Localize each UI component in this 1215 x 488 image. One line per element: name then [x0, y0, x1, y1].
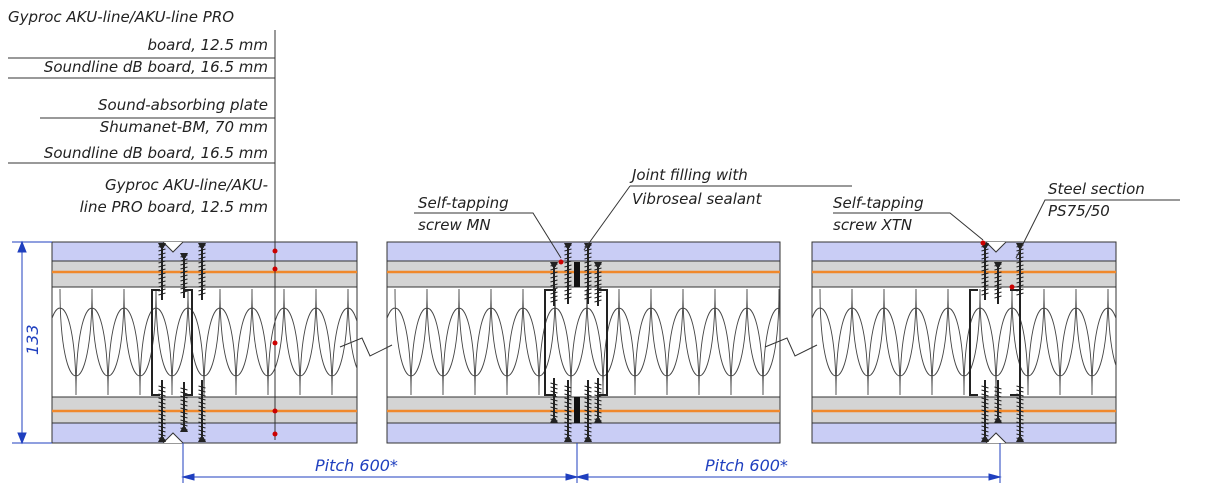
- layer-markers: [272, 240, 1015, 437]
- callout-steel-line2: PS75/50: [1048, 202, 1110, 220]
- screw: [994, 380, 1002, 423]
- screw: [981, 380, 989, 442]
- steel-stud-right: [969, 289, 1021, 396]
- callout-joint-line1: Joint filling with: [629, 166, 748, 184]
- layer-label-8: line PRO board, 12.5 mm: [80, 198, 268, 216]
- callout-joint-line2: Vibroseal sealant: [632, 190, 763, 208]
- wall-panel-right: [811, 241, 1117, 444]
- screw: [180, 253, 188, 298]
- board-joint-groove: [985, 432, 1007, 444]
- screw: [584, 380, 592, 442]
- sealant-joint-top: [574, 262, 580, 287]
- pitch-dimension: [181, 443, 1002, 483]
- layer-label-lines: [8, 57, 275, 164]
- screw: [1016, 380, 1024, 442]
- layer-label-5: Shumanet-BM, 70 mm: [100, 118, 268, 136]
- break-line-left: [339, 337, 393, 357]
- screw: [994, 262, 1002, 304]
- screw: [180, 382, 188, 432]
- insulation-wool: [387, 288, 780, 396]
- board-joint-groove: [985, 241, 1007, 253]
- callout-steel-line1: Steel section: [1048, 180, 1145, 198]
- screw: [198, 243, 206, 300]
- board-joint-groove: [162, 241, 184, 253]
- screw: [198, 380, 206, 442]
- screw: [158, 380, 166, 442]
- thickness-dimension: [12, 240, 52, 445]
- steel-stud-left: [151, 289, 193, 396]
- screw: [594, 262, 602, 306]
- screw: [550, 378, 558, 423]
- insulation-wool-loop: [387, 288, 780, 396]
- callout-screw-xtn-line1: Self-tapping: [833, 194, 924, 212]
- layer-label-7: Gyproc AKU-line/AKU-: [105, 176, 268, 194]
- screw: [158, 243, 166, 300]
- callout-screw-mn-line2: screw MN: [418, 216, 491, 234]
- board-joint-groove: [162, 432, 184, 444]
- screw: [584, 243, 592, 304]
- screw: [594, 378, 602, 423]
- thickness-value: 133: [23, 324, 42, 355]
- layer-label-2: board, 12.5 mm: [147, 36, 268, 54]
- layer-label-3: Soundline dB board, 16.5 mm: [44, 58, 268, 76]
- wall-panel-left: [51, 241, 358, 444]
- layer-label-4: Sound-absorbing plate: [98, 96, 268, 114]
- sealant-joint-bottom: [574, 397, 580, 423]
- insulation-wool: [52, 288, 357, 396]
- callout-screw-xtn-line2: screw XTN: [833, 216, 912, 234]
- layer-label-6: Soundline dB board, 16.5 mm: [44, 144, 268, 162]
- layer-label-1: Gyproc AKU-line/AKU-line PRO: [8, 8, 234, 26]
- screw: [550, 262, 558, 306]
- screw: [981, 243, 989, 300]
- screw: [564, 243, 572, 304]
- screw: [1016, 243, 1024, 300]
- pitch-label-left: Pitch 600*: [315, 456, 398, 475]
- break-line-right: [764, 337, 818, 357]
- insulation-wool-loop: [812, 288, 1116, 396]
- wall-panel-middle: [386, 241, 781, 444]
- pitch-label-right: Pitch 600*: [705, 456, 788, 475]
- callout-leaders: [414, 185, 1180, 259]
- screw: [564, 380, 572, 442]
- insulation-wool-loop: [52, 288, 357, 396]
- insulation-wool: [812, 288, 1116, 396]
- callout-screw-mn-line1: Self-tapping: [418, 194, 509, 212]
- screws: [158, 243, 1024, 442]
